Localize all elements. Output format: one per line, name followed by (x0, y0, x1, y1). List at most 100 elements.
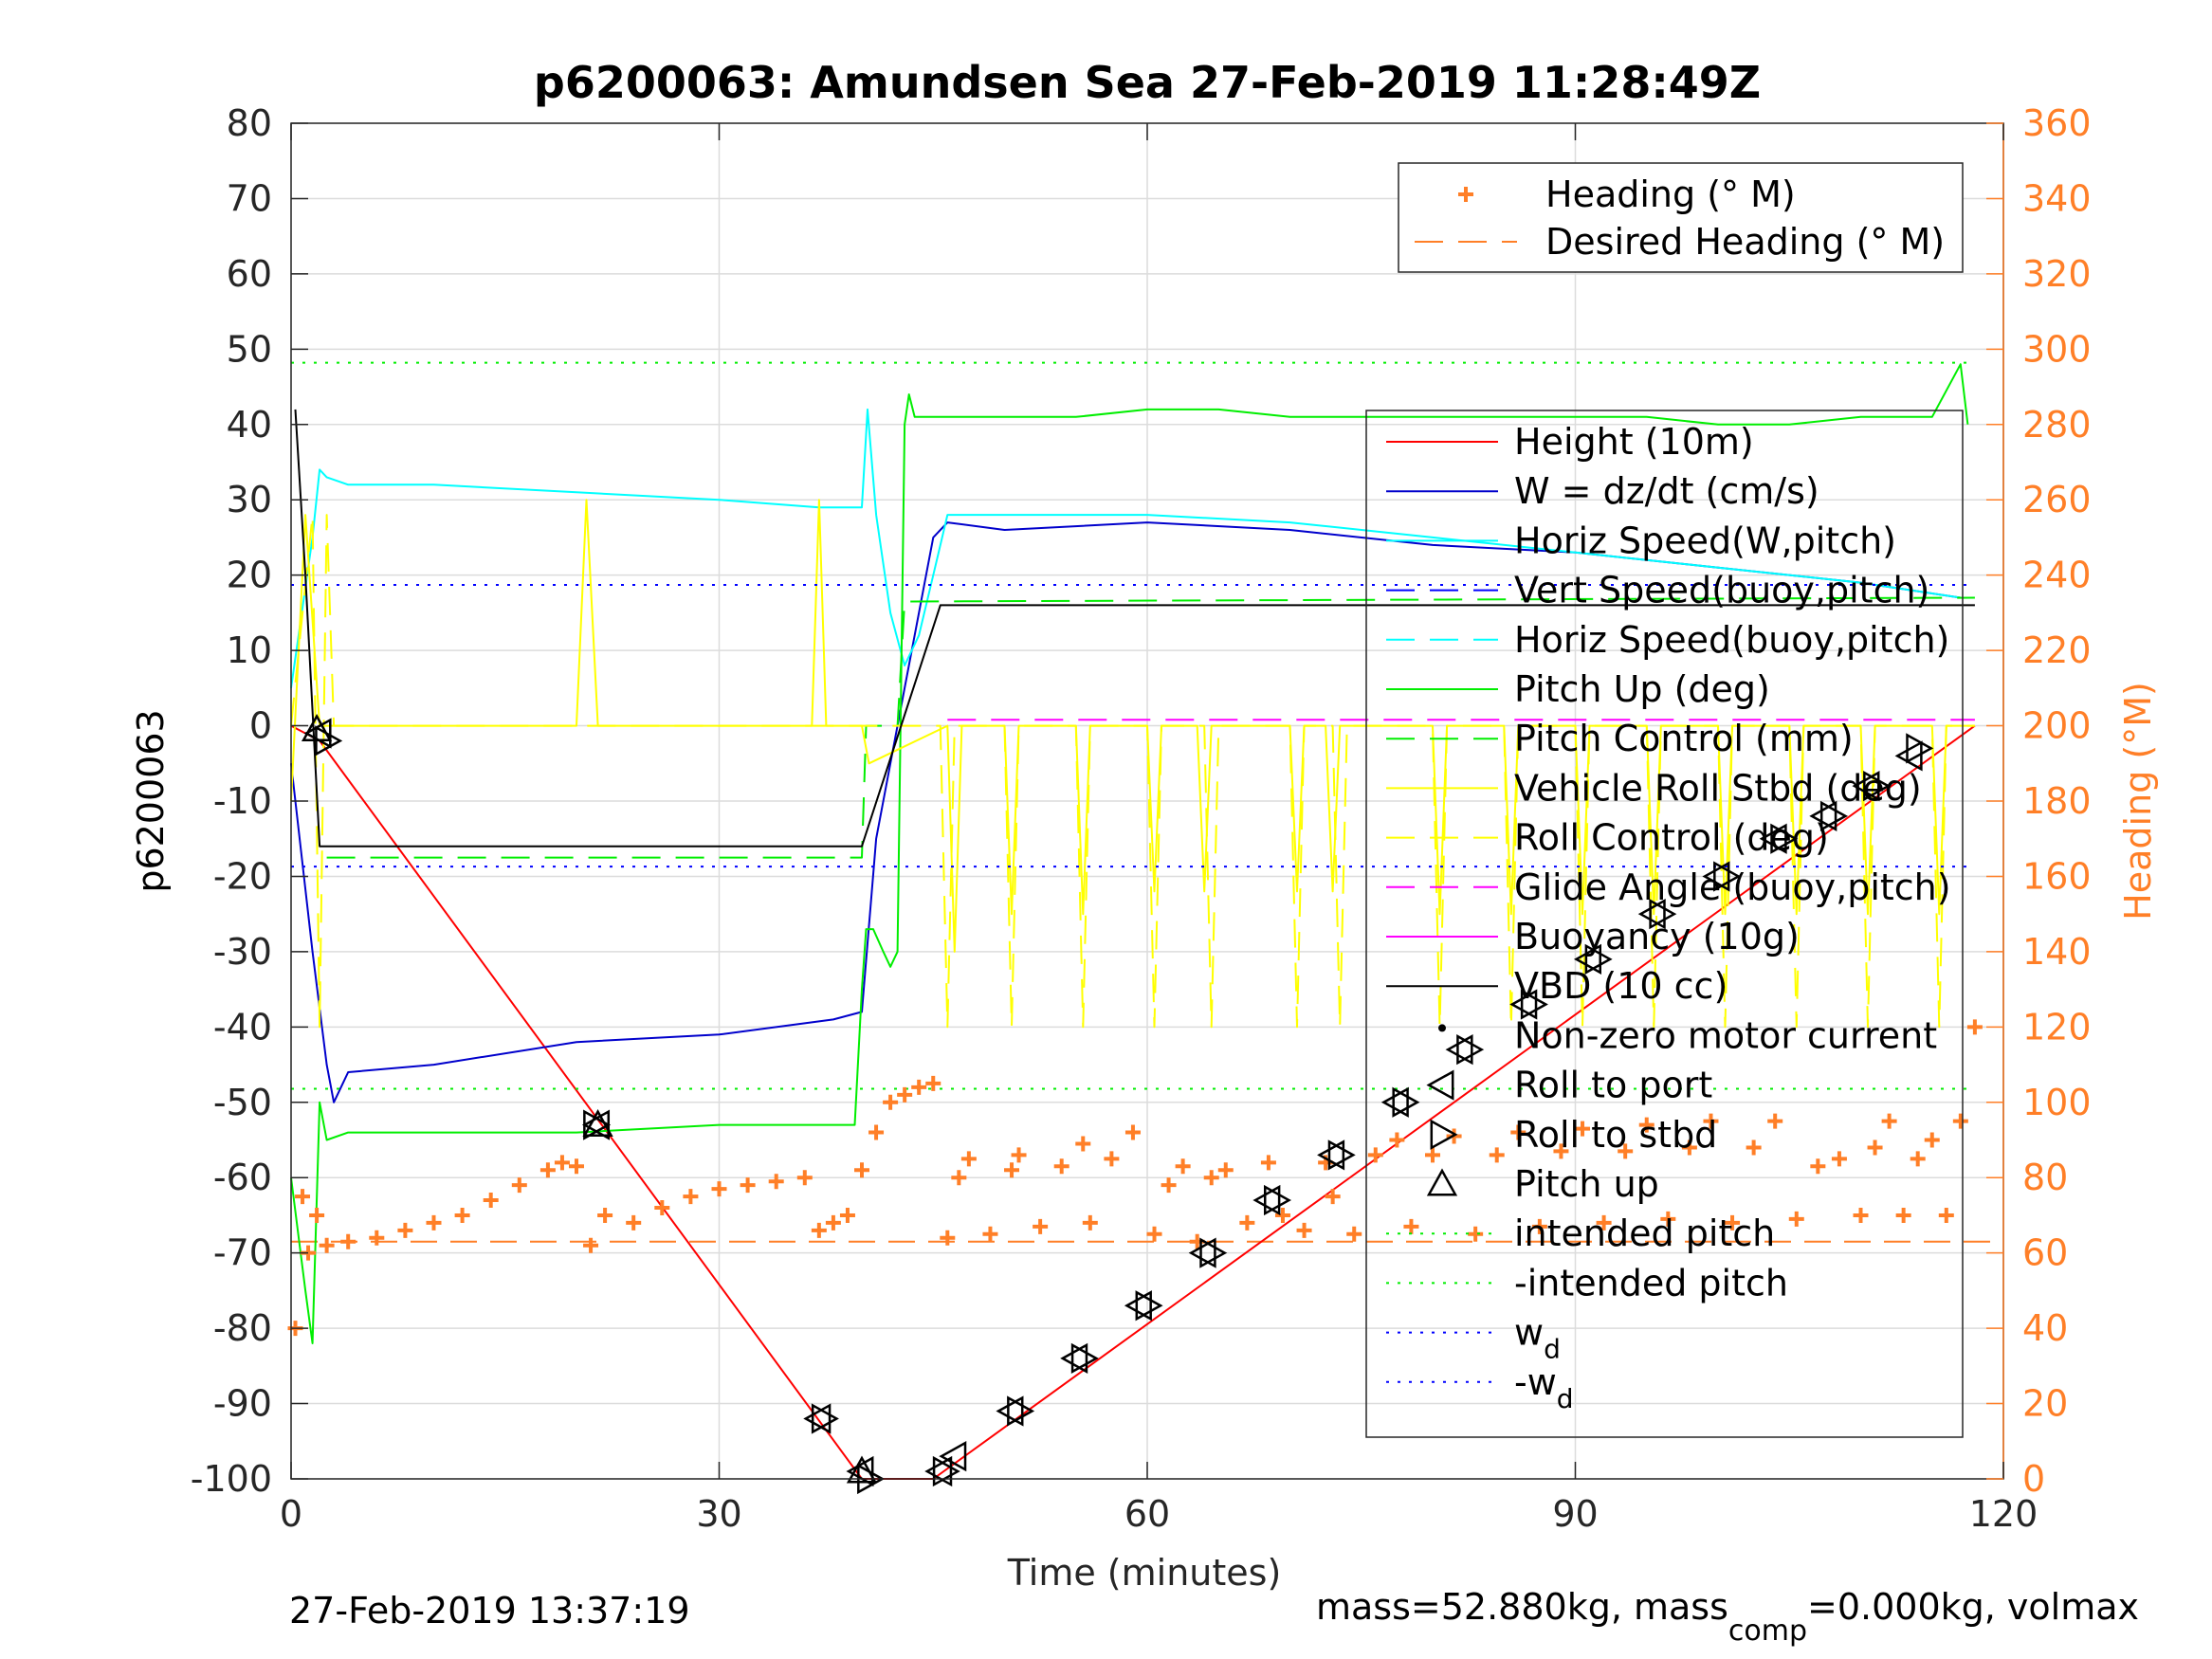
heading-point (626, 1214, 642, 1231)
heading-point (1966, 1019, 1983, 1035)
heading-point (1703, 1113, 1719, 1129)
roll-port-marker (1445, 1034, 1473, 1066)
series-vbd-10-cc (294, 409, 1975, 848)
heading-point (883, 1094, 899, 1110)
legend-item-w-label: wd (1514, 1312, 1561, 1365)
y-tick-label: -40 (213, 1006, 272, 1048)
series-pitch-up-deg (290, 363, 1969, 1344)
y-tick-label: -20 (213, 855, 272, 897)
heading-point (1575, 1121, 1591, 1137)
heading-point (1146, 1226, 1162, 1242)
heading-point (483, 1193, 499, 1209)
y-tick-label: 0 (249, 705, 272, 747)
roll-stbd-marker (1906, 733, 1934, 764)
legend-item-horiz-speed-buoy-pitch-label: Horiz Speed(buoy,pitch) (1514, 619, 1949, 661)
legend-item-pitch-up-text: Pitch up (1514, 1163, 1659, 1205)
legend-item-intended-pitch-text: -intended pitch (1514, 1262, 1788, 1304)
roll-stbd-marker (1713, 861, 1742, 892)
y2-tick-label: 60 (2022, 1232, 2068, 1274)
footer-mass: mass=52.880kg, masscomp=0.000kg, volmax (1316, 1586, 2139, 1648)
series-roll-control-deg (290, 514, 1975, 1029)
heading-point (1867, 1139, 1883, 1156)
legend-item-w-dz-dt-cm-s-label: W = dz/dt (cm/s) (1514, 470, 1819, 512)
heading-point (1175, 1158, 1191, 1175)
y2-tick-label: 140 (2022, 931, 2092, 973)
heading-point (1952, 1113, 1968, 1129)
heading-point (1788, 1211, 1804, 1227)
pitch-up-marker (846, 1455, 878, 1484)
heading-point (868, 1124, 885, 1140)
chart-title: p6200063: Amundsen Sea 27-Feb-2019 11:28… (534, 57, 1761, 108)
heading-point (1053, 1158, 1069, 1175)
footer-mass-b: =0.000kg, volmax (1807, 1586, 2139, 1628)
heading-point (1296, 1222, 1312, 1238)
roll-port-marker (1380, 1086, 1409, 1118)
heading-point (1217, 1162, 1234, 1178)
y-tick-label: -70 (213, 1232, 272, 1274)
y2-tick-label: 160 (2022, 855, 2092, 897)
legend-heading: Heading (° M) Desired Heading (° M) (1398, 162, 1964, 273)
roll-port-marker (1702, 861, 1730, 892)
legend-item-buoyancy-10g-label: Buoyancy (10g) (1514, 916, 1800, 957)
heading-point (1746, 1139, 1762, 1156)
legend-main-box (1365, 410, 1964, 1438)
heading-point (1325, 1189, 1341, 1205)
heading-point (1660, 1211, 1676, 1227)
heading-point (1389, 1132, 1405, 1148)
heading-point (839, 1207, 855, 1223)
y2-tick-label: 120 (2022, 1006, 2092, 1048)
heading-point (1075, 1136, 1091, 1152)
roll-stbd-marker (1584, 943, 1613, 975)
x-tick-label: 30 (696, 1493, 741, 1535)
legend-item-w-subscript: d (1557, 1383, 1574, 1414)
legend-item-w-dz-dt-cm-s-text: W = dz/dt (cm/s) (1514, 470, 1819, 512)
roll-stbd-marker (1007, 1395, 1035, 1427)
legend-item-vehicle-roll-stbd-deg-text: Vehicle Roll Stbd (deg) (1514, 767, 1922, 809)
roll-port-marker (1573, 943, 1601, 975)
x-tick-label: 90 (1552, 1493, 1598, 1535)
footer-date: 27-Feb-2019 13:37:19 (289, 1590, 690, 1632)
x-axis-label: Time (minutes) (1007, 1552, 1282, 1594)
heading-point (1831, 1151, 1847, 1167)
y-tick-label: 50 (227, 328, 272, 370)
y2-tick-label: 360 (2022, 102, 2092, 144)
heading-point (1767, 1113, 1783, 1129)
heading-point (1274, 1207, 1290, 1223)
roll-port-marker (1637, 899, 1666, 930)
legend-item-roll-control-deg-label: Roll Control (deg) (1514, 817, 1829, 859)
series-horiz-speed-w-pitch (290, 408, 1961, 688)
heading-point (1011, 1147, 1027, 1163)
legend-item-intended-pitch-label: intended pitch (1514, 1212, 1775, 1254)
heading-point (1425, 1147, 1440, 1163)
legend-item-roll-to-stbd-label: Roll to stbd (1514, 1114, 1717, 1156)
y-axis-label: p6200063 (130, 709, 172, 892)
heading-point (740, 1177, 756, 1194)
roll-port-marker (1759, 823, 1787, 854)
roll-stbd-marker (1392, 1086, 1420, 1118)
heading-point (1618, 1143, 1634, 1159)
heading-point (1403, 1218, 1419, 1234)
y2-tick-label: 220 (2022, 629, 2092, 671)
legend-item-horiz-speed-w-pitch-text: Horiz Speed(W,pitch) (1514, 520, 1896, 561)
legend-item-non-zero-motor-current-swatch (1438, 1024, 1446, 1032)
heading-point (825, 1214, 841, 1231)
roll-stbd-marker (1863, 770, 1892, 802)
heading-point (1161, 1177, 1177, 1194)
heading-point (1203, 1170, 1219, 1186)
heading-point (569, 1158, 584, 1175)
y2-tick-label: 280 (2022, 404, 2092, 446)
roll-stbd-marker (1520, 989, 1548, 1020)
y2-tick-label: 300 (2022, 328, 2092, 370)
roll-port-marker (996, 1395, 1024, 1427)
roll-port-marker (1809, 800, 1837, 832)
heading-point (319, 1237, 335, 1253)
y-tick-label: -100 (191, 1458, 272, 1500)
heading-point (1260, 1155, 1276, 1171)
heading-point (1510, 1124, 1526, 1140)
legend-item-vbd-10-cc-text: VBD (10 cc) (1514, 965, 1728, 1007)
legend-item-roll-to-port-label: Roll to port (1514, 1065, 1712, 1106)
heading-point (683, 1189, 699, 1205)
heading-point (1346, 1226, 1362, 1242)
heading-point (1124, 1124, 1141, 1140)
